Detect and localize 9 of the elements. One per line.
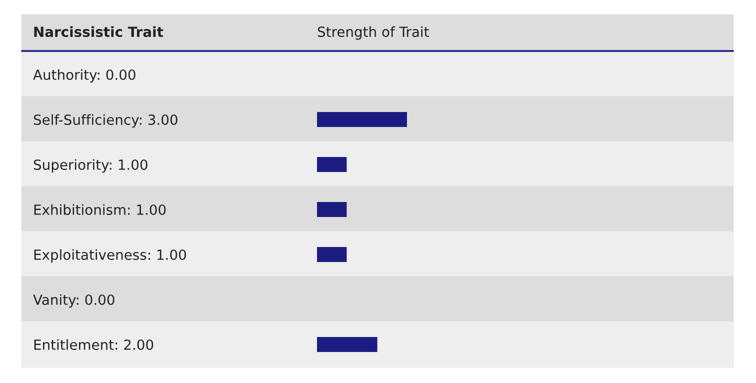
y-tick-label: Authority: 0.00	[33, 69, 136, 83]
y-tick-label: Superiority: 1.00	[34, 159, 148, 173]
x-axis-title: Strength of Trait	[318, 26, 429, 40]
y-tick-label: Exploitativeness: 1.00	[34, 249, 186, 263]
y-tick-label: Exhibitionism: 1.00	[34, 204, 166, 215]
y-tick-label: Vanity: 0.00	[33, 294, 114, 308]
y-tick-label: Self-Sufficiency: 3.00	[34, 114, 178, 128]
y-axis-title: Narcissistic Trait	[34, 26, 164, 38]
y-tick-label: Entitlement: 2.00	[34, 339, 154, 350]
